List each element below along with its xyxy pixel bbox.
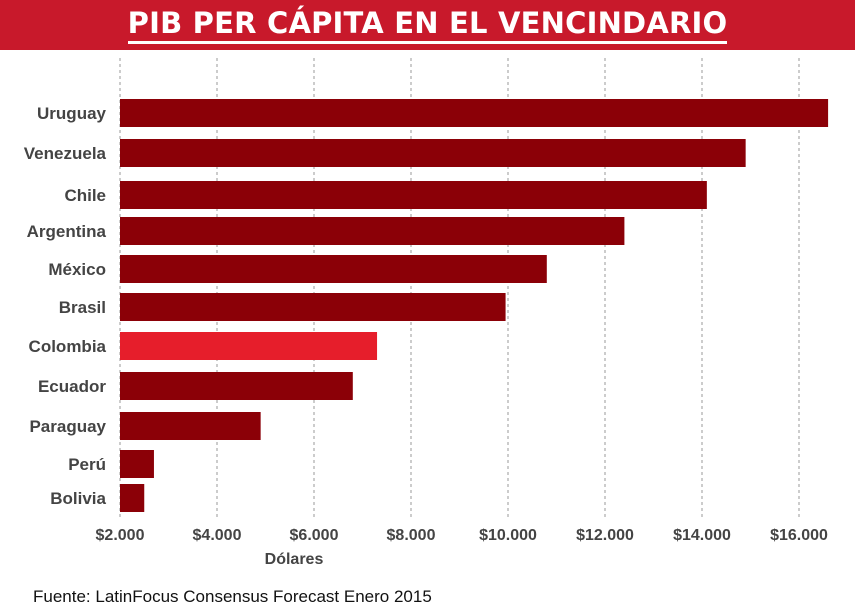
category-label: Bolivia — [50, 489, 106, 508]
x-tick-label: $2.000 — [96, 527, 145, 544]
category-label: Perú — [68, 455, 106, 474]
bar-chart: Uruguay Venezuela Chile Argentina México Bras… — [24, 58, 829, 568]
x-tick-label: $8.000 — [387, 527, 436, 544]
bar-brasil — [120, 293, 506, 321]
bar-ecuador — [120, 372, 353, 400]
bar-chile — [120, 181, 707, 209]
category-label: Uruguay — [37, 104, 107, 123]
bars — [120, 99, 829, 512]
category-label: Brasil — [59, 298, 106, 317]
category-label: México — [48, 260, 106, 279]
bar-peru — [120, 450, 154, 478]
category-label: Venezuela — [24, 144, 107, 163]
x-axis-title: Dólares — [265, 551, 324, 568]
source-note: Fuente: LatinFocus Consensus Forecast En… — [33, 587, 432, 606]
category-label: Paraguay — [29, 417, 106, 436]
bar-bolivia — [120, 484, 145, 512]
category-label: Argentina — [27, 222, 107, 241]
x-tick-label: $6.000 — [290, 527, 339, 544]
bar-mexico — [120, 255, 547, 283]
bar-paraguay — [120, 412, 261, 440]
x-tick-label: $12.000 — [576, 527, 634, 544]
category-label: Chile — [64, 186, 106, 205]
chart-title: PIB PER CÁPITA EN EL VENCINDARIO — [0, 0, 855, 50]
x-tick-label: $16.000 — [770, 527, 828, 544]
category-label: Ecuador — [38, 377, 106, 396]
category-label: Colombia — [29, 337, 107, 356]
header-banner: PIB PER CÁPITA EN EL VENCINDARIO — [0, 0, 855, 50]
grid-lines — [119, 58, 800, 520]
x-tick-label: $14.000 — [673, 527, 731, 544]
category-labels: Uruguay Venezuela Chile Argentina México Bras… — [24, 104, 107, 508]
chart-title-text: PIB PER CÁPITA EN EL VENCINDARIO — [127, 6, 728, 44]
x-tick-label: $4.000 — [193, 527, 242, 544]
bar-colombia — [120, 332, 378, 360]
bar-uruguay — [120, 99, 829, 127]
x-tick-label: $10.000 — [479, 527, 537, 544]
bar-argentina — [120, 217, 625, 245]
x-axis-ticks: $2.000 $4.000 $6.000 $8.000 $10.000 $12.000 $1… — [96, 527, 828, 544]
bar-venezuela — [120, 139, 746, 167]
